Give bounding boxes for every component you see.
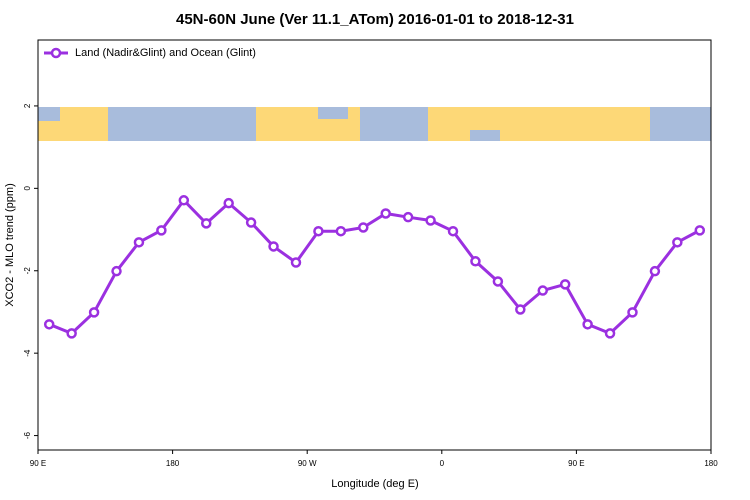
point: [201, 218, 212, 229]
point: [133, 237, 145, 248]
point: [223, 197, 234, 209]
legend-label: Land (Nadir&Glint) and Ocean (Glint): [75, 47, 256, 59]
point: [358, 222, 369, 233]
map-strip: [38, 107, 711, 141]
point: [402, 211, 414, 223]
point: [672, 237, 683, 248]
y-tick-label: 2: [23, 103, 32, 108]
point: [111, 265, 122, 277]
ocean: [38, 107, 60, 121]
point: [43, 319, 55, 330]
y-tick-label: -2: [23, 267, 32, 275]
point: [627, 307, 638, 318]
x-tick-label: 90 E: [568, 459, 584, 468]
ocean: [318, 107, 348, 119]
point: [447, 225, 459, 237]
ocean: [360, 107, 428, 141]
ocean: [470, 130, 500, 141]
point: [88, 307, 100, 318]
point: [245, 217, 257, 228]
point: [380, 208, 391, 219]
y-tick-label: 0: [23, 186, 32, 191]
point: [156, 225, 167, 236]
point: [604, 328, 616, 339]
point: [470, 256, 481, 267]
point: [268, 241, 279, 252]
point: [537, 285, 548, 296]
legend-marker: [50, 47, 62, 59]
x-tick-label: 180: [166, 459, 180, 468]
ocean: [650, 107, 711, 141]
y-tick-label: -4: [23, 349, 32, 357]
point: [515, 304, 526, 315]
chart-title: 45N-60N June (Ver 11.1_ATom) 2016-01-01 …: [176, 11, 574, 28]
point: [492, 276, 504, 287]
point: [582, 319, 593, 330]
x-tick-label: 0: [440, 459, 445, 468]
x-tick-label: 90 E: [30, 459, 46, 468]
point: [559, 279, 571, 290]
y-axis-label: XCO2 - MLO trend (ppm): [4, 183, 16, 306]
x-axis-label: Longitude (deg E): [331, 478, 418, 490]
ocean: [108, 107, 256, 141]
point: [66, 328, 77, 339]
x-tick-label: 90 W: [298, 459, 317, 468]
plot-frame: [37, 39, 712, 451]
point: [694, 225, 706, 236]
point: [425, 215, 436, 226]
point: [335, 225, 347, 237]
point: [313, 225, 324, 237]
point: [178, 195, 190, 206]
point: [290, 257, 302, 268]
point: [649, 265, 661, 277]
x-tick-label: 180: [704, 459, 718, 468]
y-tick-label: -6: [23, 431, 32, 439]
series-line: [48, 197, 701, 336]
